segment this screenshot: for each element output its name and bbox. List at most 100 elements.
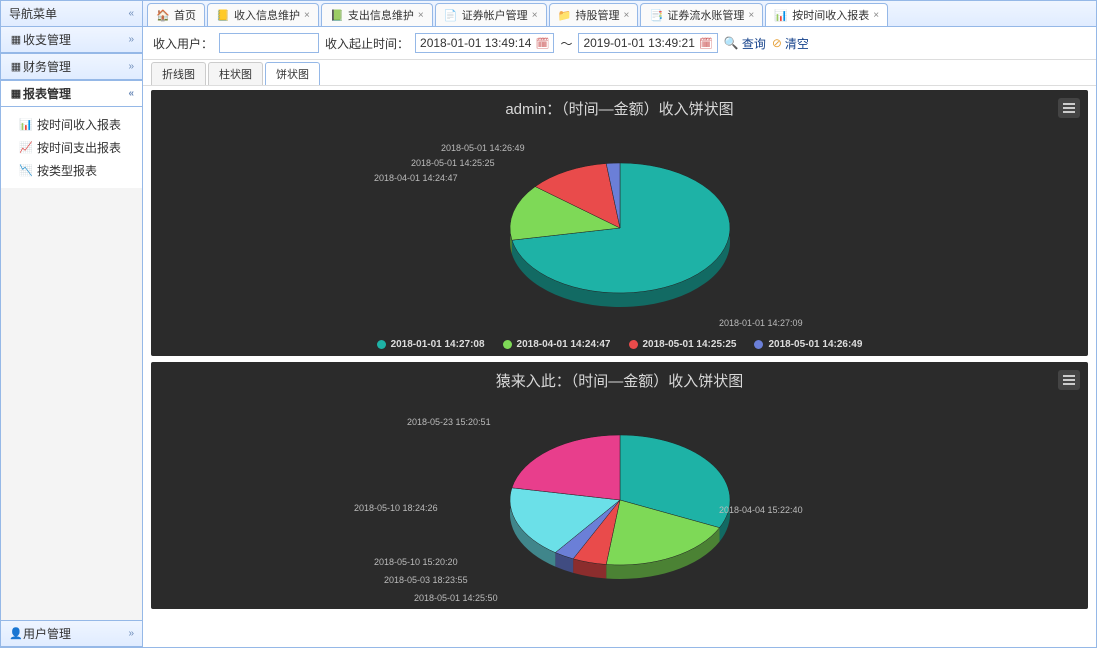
slice-callout: 2018-05-01 14:25:25 [411,158,495,168]
tab-icon: 📑 [649,8,663,22]
slice-callout: 2018-04-04 15:22:40 [719,505,803,515]
tree-item-label: 按时间支出报表 [37,139,121,156]
tree-item[interactable]: 📈 按时间支出报表 [1,136,142,159]
slice-callout: 2018-05-03 18:23:55 [384,575,468,585]
close-icon[interactable]: × [304,10,310,21]
close-icon[interactable]: × [624,10,630,21]
legend-dot-icon [503,340,512,349]
clear-icon: ⊘ [772,36,782,50]
tab[interactable]: 📊按时间收入报表× [765,3,888,26]
pie-chart: 猿来入此：（时间—金额）收入饼状图2018-04-04 15:22:402018… [151,362,1088,609]
subtab[interactable]: 饼状图 [265,62,320,85]
sidebar-footer[interactable]: 👤 用户管理 » [1,620,142,647]
tab-label: 收入信息维护 [234,7,300,23]
chart-menu-button[interactable] [1058,370,1080,390]
search-icon: 🔍 [724,36,739,50]
pie-svg [180,123,1060,333]
date-to-value: 2019-01-01 13:49:21 [583,36,694,50]
tab-label: 证券帐户管理 [462,7,528,23]
user-icon: 👤 [9,627,23,641]
slice-callout: 2018-01-01 14:27:09 [719,318,803,328]
close-icon[interactable]: × [418,10,424,21]
tab-icon: 🏠 [156,8,170,22]
pie-chart: admin：（时间—金额）收入饼状图2018-01-01 14:27:09201… [151,90,1088,356]
chart-title: admin：（时间—金额）收入饼状图 [159,98,1080,119]
sidebar-panel-header[interactable]: ▦财务管理» [1,53,142,80]
subtab[interactable]: 柱状图 [208,62,263,85]
tree-item-icon: 📉 [19,164,33,178]
sidebar-panel-header[interactable]: ▦收支管理» [1,27,142,53]
tree-item-label: 按类型报表 [37,162,97,179]
collapse-icon: « [128,8,134,19]
query-button[interactable]: 🔍 查询 [724,35,766,52]
panel-label: 报表管理 [23,85,128,102]
slice-callout: 2018-05-01 14:26:49 [441,143,525,153]
tab-label: 持股管理 [576,7,620,23]
sidebar-title[interactable]: 导航菜单 « [1,1,142,27]
close-icon[interactable]: × [532,10,538,21]
close-icon[interactable]: × [873,10,879,21]
slice-callout: 2018-05-10 18:24:26 [354,503,438,513]
chart-title: 猿来入此：（时间—金额）收入饼状图 [159,370,1080,391]
panel-label: 财务管理 [23,58,128,75]
chart-menu-button[interactable] [1058,98,1080,118]
legend-item[interactable]: 2018-01-01 14:27:08 [377,339,485,350]
legend-dot-icon [629,340,638,349]
sidebar-panel-header[interactable]: ▦报表管理« [1,80,142,107]
chevron-down-icon: » [128,628,134,639]
legend-item[interactable]: 2018-05-01 14:26:49 [754,339,862,350]
legend-label: 2018-05-01 14:26:49 [768,339,862,350]
calendar-icon: 🗓 [535,37,549,50]
tab-icon: 📁 [558,8,572,22]
legend-dot-icon [754,340,763,349]
date-to[interactable]: 2019-01-01 13:49:21 🗓 [578,33,717,53]
chevron-icon: » [128,34,134,45]
clear-label: 清空 [785,35,809,52]
tab-label: 支出信息维护 [348,7,414,23]
tab[interactable]: 📑 证券流水账管理 × [640,3,763,26]
tree-item[interactable]: 📉 按类型报表 [1,159,142,182]
panel-label: 收支管理 [23,31,128,48]
legend-label: 2018-04-01 14:24:47 [517,339,611,350]
tree-item-label: 按时间收入报表 [37,116,121,133]
slice-callout: 2018-05-10 15:20:20 [374,557,458,567]
toolbar: 收入用户： 收入起止时间： 2018-01-01 13:49:14 🗓 ～ 20… [143,27,1096,60]
tree-item-icon: 📊 [19,118,33,132]
legend-item[interactable]: 2018-05-01 14:25:25 [629,339,737,350]
range-label: 收入起止时间： [325,35,409,52]
pie-wrap: 2018-01-01 14:27:092018-04-01 14:24:4720… [159,123,1080,333]
tab[interactable]: 📄 证券帐户管理 × [435,3,547,26]
sidebar-footer-label: 用户管理 [23,625,128,642]
close-icon[interactable]: × [748,10,754,21]
tree-item-icon: 📈 [19,141,33,155]
tab-icon: 📊 [774,8,788,22]
tab-label: 证券流水账管理 [667,7,744,23]
user-input[interactable] [219,33,319,53]
date-from[interactable]: 2018-01-01 13:49:14 🗓 [415,33,554,53]
tab-icon: 📄 [444,8,458,22]
tab-icon: 📒 [216,8,230,22]
panel-icon: ▦ [9,87,23,101]
pie-wrap: 2018-04-04 15:22:40 2018-05-01 14:25:50 20… [159,395,1080,605]
user-label: 收入用户： [153,35,213,52]
subtab[interactable]: 折线图 [151,62,206,85]
tab[interactable]: 📒 收入信息维护 × [207,3,319,26]
pie-svg [180,395,1060,605]
legend-label: 2018-01-01 14:27:08 [391,339,485,350]
tab[interactable]: 🏠首页 [147,3,205,26]
tab[interactable]: 📗支出信息维护× [321,3,433,26]
tab[interactable]: 📁 持股管理 × [549,3,639,26]
clear-button[interactable]: ⊘ 清空 [772,35,809,52]
chart-legend: 2018-01-01 14:27:08 2018-04-01 14:24:47 20… [159,333,1080,352]
legend-item[interactable]: 2018-04-01 14:24:47 [503,339,611,350]
charts-container: admin：（时间—金额）收入饼状图2018-01-01 14:27:09201… [143,86,1096,647]
slice-callout: 2018-05-23 15:20:51 [407,417,491,427]
tree-item[interactable]: 📊 按时间收入报表 [1,113,142,136]
tabs: 🏠首页📒收入信息维护×📗支出信息维护×📄证券帐户管理×📁持股管理×📑证券流水账管… [143,1,1096,27]
chevron-icon: » [128,61,134,72]
calendar-icon: 🗓 [699,37,713,50]
slice-callout: 2018-05-01 14:25:50 [414,593,498,603]
sidebar-title-label: 导航菜单 [9,5,57,22]
tilde: ～ [560,35,572,52]
legend-dot-icon [377,340,386,349]
